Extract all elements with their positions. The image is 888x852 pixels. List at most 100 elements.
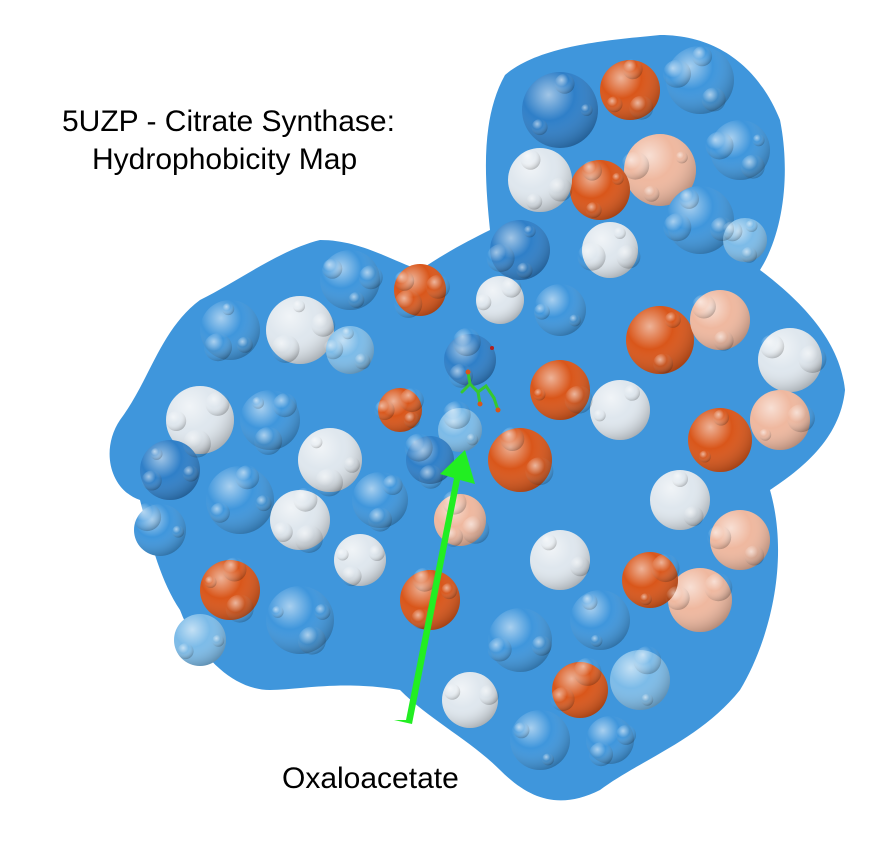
surface-bump — [418, 464, 443, 489]
surface-patches — [133, 46, 827, 770]
oxaloacetate-pointer-arrow — [394, 450, 475, 724]
surface-bump — [548, 177, 573, 202]
surface-bump — [653, 353, 674, 374]
surface-bump — [204, 576, 217, 588]
surface-bump — [444, 683, 461, 700]
surface-bump — [550, 687, 575, 712]
surface-bump — [354, 353, 371, 370]
surface-bump — [691, 294, 716, 319]
surface-bump — [582, 160, 602, 181]
surface-bump — [641, 693, 654, 706]
surface-bump — [516, 262, 533, 279]
surface-bump — [564, 385, 593, 414]
surface-bump — [486, 244, 515, 272]
surface-bump — [394, 289, 423, 318]
surface-bump — [166, 411, 187, 431]
surface-bump — [182, 465, 199, 482]
surface-bump — [701, 87, 726, 112]
surface-bump — [616, 244, 641, 269]
surface-bump — [204, 333, 232, 362]
surface-bump — [487, 637, 512, 662]
surface-bump — [629, 95, 654, 120]
surface-bump — [412, 567, 437, 592]
surface-bump — [235, 465, 260, 490]
surface-bump — [254, 426, 283, 455]
surface-bump — [382, 475, 403, 495]
surface-bump — [577, 242, 606, 271]
surface-bump — [759, 428, 772, 441]
surface-bump — [323, 339, 344, 360]
surface-bump — [679, 188, 699, 209]
surface-bump — [222, 303, 235, 316]
surface-bump — [740, 154, 765, 179]
surface-bump — [589, 742, 613, 767]
surface-bump — [651, 554, 680, 583]
surface-bump — [741, 246, 757, 263]
surface-bump — [336, 548, 349, 561]
surface-bump — [272, 393, 297, 418]
surface-bump — [500, 427, 525, 451]
surface-bump — [394, 270, 415, 291]
surface-bump — [542, 753, 554, 766]
surface-bump — [315, 468, 343, 497]
surface-bump — [150, 447, 163, 460]
surface-bump — [663, 213, 692, 242]
surface-bump — [442, 401, 471, 429]
surface-bump — [272, 522, 293, 542]
surface-bump — [212, 634, 225, 647]
surface-bump — [606, 96, 623, 113]
surface-bump — [752, 134, 765, 147]
surface-bump — [540, 534, 557, 551]
surface-bump — [209, 502, 230, 523]
surface-bump — [622, 59, 643, 80]
surface-bump — [399, 388, 424, 413]
surface-bump — [624, 384, 640, 401]
surface-bump — [205, 391, 230, 416]
surface-bump — [722, 221, 743, 242]
surface-bump — [568, 314, 581, 327]
surface-bump — [368, 507, 392, 532]
surface-bump — [581, 593, 598, 610]
surface-bump — [461, 515, 490, 544]
surface-bump — [255, 495, 272, 512]
surface-bump — [141, 470, 162, 491]
surface-bump — [294, 525, 323, 553]
surface-bump — [172, 525, 185, 538]
surface-bump — [616, 724, 636, 745]
surface-bump — [705, 131, 734, 160]
surface-bump — [786, 404, 815, 433]
surface-bump — [675, 151, 688, 164]
surface-bump — [585, 202, 602, 218]
surface-bump — [707, 525, 732, 550]
surface-bump — [403, 411, 420, 428]
surface-bump — [713, 409, 729, 426]
surface-bump — [314, 603, 331, 620]
surface-bump — [252, 396, 264, 409]
surface-bump — [533, 303, 550, 320]
surface-bump — [341, 327, 354, 340]
surface-bump — [441, 583, 457, 600]
surface-bump — [271, 605, 284, 618]
surface-patch-shading — [510, 710, 570, 770]
surface-bump — [570, 556, 590, 577]
surface-bump — [225, 594, 254, 623]
surface-patch-shading — [624, 134, 696, 206]
surface-bump — [526, 193, 543, 210]
surface-bump — [745, 220, 758, 232]
surface-bump — [672, 471, 688, 487]
surface-bump — [311, 312, 336, 337]
surface-bump — [452, 328, 481, 357]
surface-bump — [236, 336, 253, 353]
surface-bump — [133, 503, 162, 532]
surface-bump — [633, 646, 662, 675]
surface-bump — [297, 626, 326, 655]
surface-bump — [177, 643, 194, 660]
surface-bump — [322, 258, 343, 279]
surface-bump — [531, 635, 552, 656]
surface-bump — [665, 586, 690, 610]
surface-bump — [520, 149, 541, 170]
surface-bump — [704, 573, 733, 602]
surface-bump — [533, 388, 546, 401]
surface-bump — [182, 429, 211, 458]
